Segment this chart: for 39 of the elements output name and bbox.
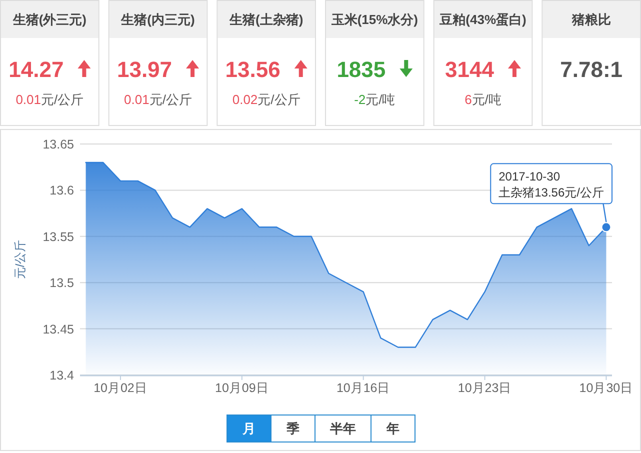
y-tick-label: 13.6 xyxy=(50,184,74,198)
text: 13.56 xyxy=(225,57,280,82)
text: 元/公斤 xyxy=(41,92,84,107)
text: 年 xyxy=(386,421,400,436)
y-tick-label: 13.4 xyxy=(50,368,74,382)
text: 生猪(外三元) xyxy=(12,12,87,27)
text: 玉米(15%水分) xyxy=(330,12,418,27)
x-tick-label: 10月09日 xyxy=(215,381,269,395)
x-tick-label: 10月16日 xyxy=(336,381,390,395)
y-tick-label: 13.55 xyxy=(42,230,74,244)
text: 元/公斤 xyxy=(149,92,192,107)
y-tick-label: 13.5 xyxy=(50,276,74,290)
y-tick-label: 13.45 xyxy=(42,322,74,336)
x-tick-label: 10月02日 xyxy=(94,381,148,395)
text: 3144 xyxy=(445,57,495,82)
text: 季 xyxy=(286,421,300,436)
x-tick-label: 10月30日 xyxy=(579,381,634,395)
text: 豆粕(43%蛋白) xyxy=(438,12,526,27)
data-label: 0.02 xyxy=(232,92,258,107)
text: 14.27 xyxy=(8,57,64,82)
data-label: 0.01 xyxy=(16,92,42,107)
text: 半年 xyxy=(329,421,356,436)
text: 生猪(内三元) xyxy=(120,12,195,27)
y-axis-title: 元/公斤 xyxy=(13,240,27,280)
text: 1835 xyxy=(336,57,386,82)
data-label: 0.01 xyxy=(124,92,150,107)
text: 月 xyxy=(242,421,256,436)
data-label: -2 xyxy=(354,92,366,107)
annotation: 2017-10-30 土杂猪13.56元/公斤 xyxy=(498,170,604,200)
text: 元/吨 xyxy=(366,92,396,107)
y-tick-label: 13.65 xyxy=(42,138,74,152)
text: 生猪(土杂猪) xyxy=(228,12,304,27)
text: 猪粮比 xyxy=(570,12,611,27)
text: 元/公斤 xyxy=(258,92,300,107)
data-label: 6 xyxy=(464,92,472,107)
text: 7.78:1 xyxy=(560,57,623,82)
text: 13.97 xyxy=(116,57,172,82)
text: 元/吨 xyxy=(472,92,502,107)
x-tick-label: 10月23日 xyxy=(458,381,512,395)
